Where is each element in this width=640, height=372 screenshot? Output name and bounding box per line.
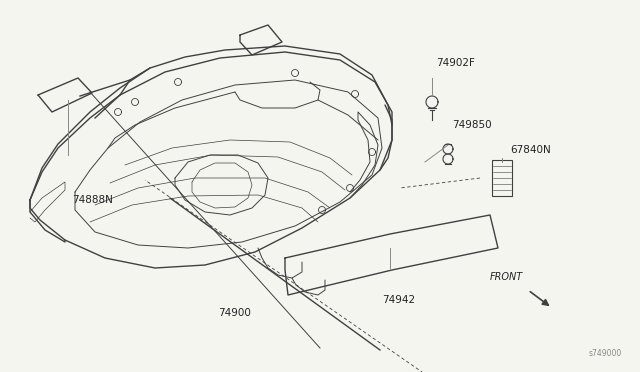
Text: 74888N: 74888N [72, 195, 113, 205]
Text: 74902F: 74902F [436, 58, 475, 68]
Text: s749000: s749000 [589, 349, 622, 358]
Text: 749850: 749850 [452, 120, 492, 130]
Text: 74942: 74942 [382, 295, 415, 305]
Text: FRONT: FRONT [490, 272, 524, 282]
Bar [492, 160, 512, 196]
Text: 67840N: 67840N [510, 145, 551, 155]
Text: 74900: 74900 [218, 308, 251, 318]
